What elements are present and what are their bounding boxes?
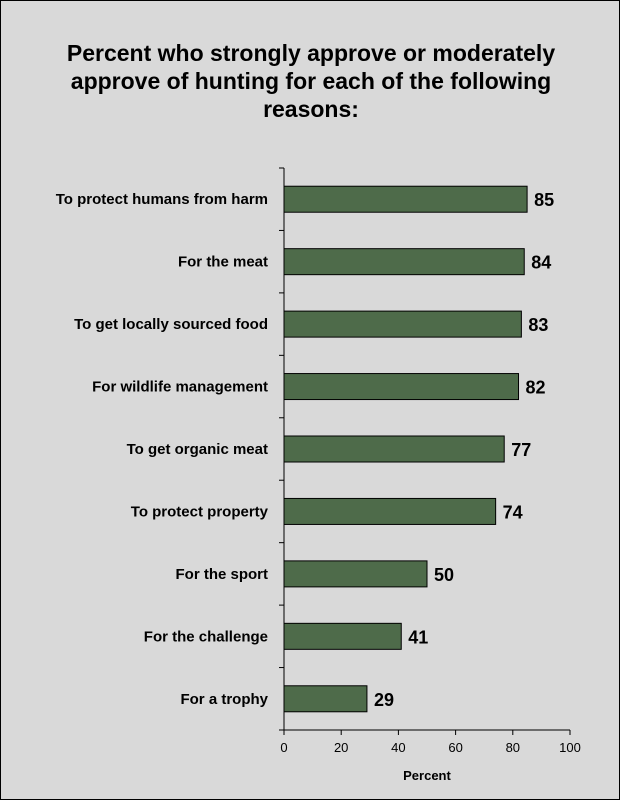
x-axis-title: Percent <box>403 768 451 783</box>
chart-title: Percent who strongly approve or moderate… <box>66 40 556 122</box>
category-label: To protect property <box>131 503 269 520</box>
value-label: 84 <box>531 253 551 273</box>
bar-6 <box>283 497 497 525</box>
value-label: 50 <box>434 565 454 585</box>
category-label: To protect humans from harm <box>56 191 268 208</box>
value-label: 29 <box>374 690 394 710</box>
bar-2 <box>283 248 525 276</box>
x-tick-label: 20 <box>334 740 348 755</box>
bar-8 <box>283 622 402 650</box>
bar-5 <box>283 435 505 463</box>
bar-9 <box>283 685 368 713</box>
category-label: For wildlife management <box>92 379 268 396</box>
category-label: To get locally sourced food <box>74 316 268 333</box>
value-label: 77 <box>511 440 531 460</box>
x-tick-label: 80 <box>506 740 520 755</box>
category-label: To get organic meat <box>127 441 268 458</box>
bar-4 <box>283 373 520 401</box>
bar-3 <box>283 310 522 338</box>
x-tick-label: 40 <box>391 740 405 755</box>
value-label: 74 <box>503 502 523 522</box>
bar-7 <box>283 560 428 588</box>
value-label: 83 <box>528 315 548 335</box>
value-label: 85 <box>534 190 554 210</box>
category-label: For a trophy <box>180 691 268 708</box>
category-label: For the challenge <box>144 628 268 645</box>
x-tick-label: 60 <box>448 740 462 755</box>
x-tick-label: 100 <box>559 740 581 755</box>
category-label: For the sport <box>176 566 269 583</box>
value-label: 41 <box>408 627 428 647</box>
category-label: For the meat <box>178 254 268 271</box>
value-label: 82 <box>526 378 546 398</box>
bar-1 <box>283 185 528 213</box>
x-tick-label: 0 <box>280 740 287 755</box>
